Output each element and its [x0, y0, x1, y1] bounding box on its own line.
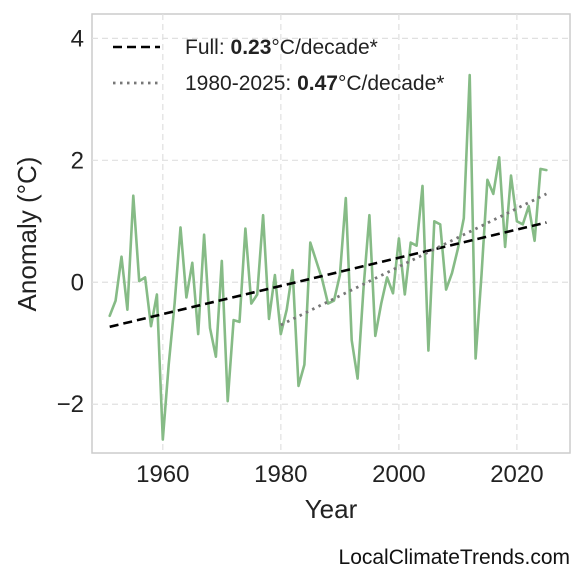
trend-line-full [109, 221, 547, 329]
legend-entry: 1980-2025: 0.47°C/decade* [185, 72, 444, 95]
anomaly-series-line [108, 73, 548, 441]
x-axis-label: Year [305, 494, 358, 524]
legend-unit: °C/decade* [338, 72, 444, 95]
legend-prefix: 1980-2025: [185, 72, 297, 95]
tick-labels: 1960 1980 2000 2020 4 2 0 −2 [57, 25, 544, 488]
legend-prefix: Full: [185, 36, 231, 59]
y-tick-label: −2 [57, 391, 84, 418]
series-layer [108, 73, 548, 441]
legend-rate-value: 0.23 [231, 36, 272, 59]
legend-rate-value: 0.47 [297, 72, 338, 95]
x-tick-label: 2020 [490, 461, 543, 488]
y-axis-label: Anomaly (°C) [12, 157, 42, 312]
x-tick-label: 2000 [372, 461, 425, 488]
x-tick-label: 1960 [136, 461, 189, 488]
grid-lines [92, 14, 570, 453]
y-tick-label: 4 [71, 25, 84, 52]
legend-entry: Full: 0.23°C/decade* [185, 36, 378, 59]
x-tick-label: 1980 [254, 461, 307, 488]
y-tick-label: 2 [71, 147, 84, 174]
watermark-text: LocalClimateTrends.com [338, 546, 570, 569]
plot-frame [91, 13, 571, 454]
trend-line-1980-2025 [280, 192, 548, 327]
legend-unit: °C/decade* [271, 36, 377, 59]
legend: Full: 0.23°C/decade*1980-2025: 0.47°C/de… [113, 36, 444, 95]
y-tick-label: 0 [71, 269, 84, 296]
